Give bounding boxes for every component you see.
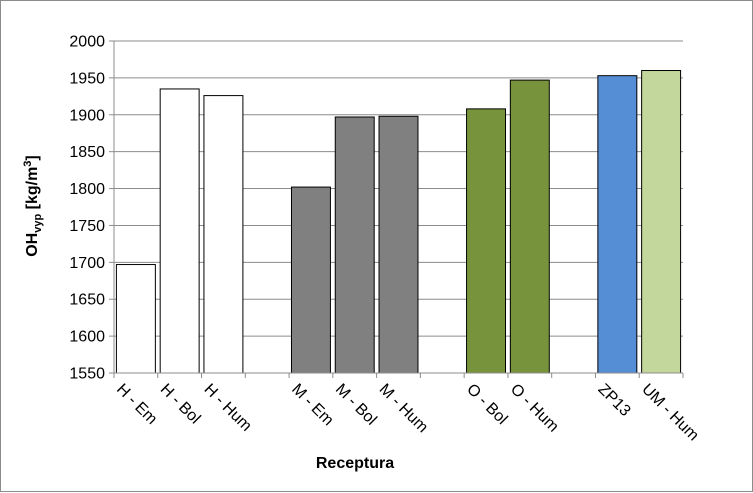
y-tick-label: 1750 [69,218,105,235]
x-tick-label: M - Hum [376,381,431,436]
y-axis-title-main: OH [24,233,41,257]
x-tick-label: UM - Hum [638,381,702,445]
y-tick-labels: 1550 1600 1650 1700 1750 1800 1850 1900 1950 2000 [69,34,105,383]
y-axis-title-unit: [kg/m [24,167,41,214]
bars [115,70,682,374]
y-tick-label: 1850 [69,144,105,161]
y-tick-label: 1700 [69,255,105,272]
x-tick-label: H - Em [113,381,160,428]
bar-m-em [290,186,331,374]
y-axis-title-unit-superscript: 3 [22,161,34,167]
bar-o-hum [509,79,550,374]
bar-h-bol [159,88,200,374]
x-tick-label: H - Hum [201,381,255,435]
bar-zp13 [597,75,638,374]
y-tick-label: 2000 [69,34,105,51]
bar-um-hum [641,70,682,374]
x-tick-label: M - Bol [332,381,380,429]
y-tick-label: 1550 [69,366,105,383]
x-tick-label: O - Hum [507,381,562,436]
bar-h-em [115,264,156,374]
y-tick-label: 1650 [69,292,105,309]
x-axis-title: Receptura [316,455,394,472]
bar-m-bol [334,116,375,374]
y-axis-title-subscript: vyp [32,214,44,233]
x-tick-label: O - Bol [463,381,510,428]
x-tick-label: M - Em [288,381,336,429]
y-axis-title-unit-suffix: ] [24,155,41,160]
x-tick-label: H - Bol [157,381,204,428]
bar-h-hum [203,95,244,374]
x-tick-label: ZP13 [595,381,634,420]
bar-o-bol [466,108,507,374]
y-tick-label: 1800 [69,181,105,198]
bar-m-hum [378,115,419,374]
axes [109,40,684,378]
y-tick-label: 1900 [69,107,105,124]
y-tick-label: 1950 [69,70,105,87]
y-tick-label: 1600 [69,329,105,346]
y-axis-title: OHvyp [kg/m3] [22,155,44,257]
